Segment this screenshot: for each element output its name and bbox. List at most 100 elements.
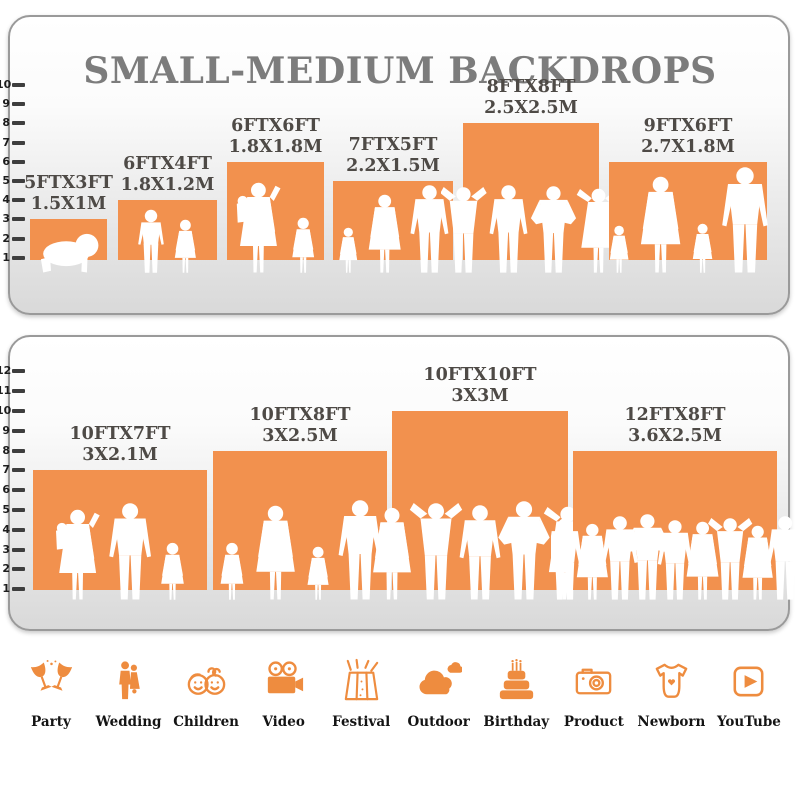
- size-meters-text: 3.6X2.5M: [628, 426, 722, 446]
- y-axis-tick-label: 8: [2, 116, 10, 130]
- category-label: Outdoor: [407, 714, 470, 730]
- category-label: Wedding: [95, 714, 162, 730]
- outdoor-clouds-icon: [419, 662, 463, 695]
- y-axis-tick-label: 10: [0, 78, 12, 91]
- y-axis-tick: [12, 547, 25, 552]
- y-axis-tick-label: 2: [2, 231, 10, 245]
- size-meters-text: 1.8X1.8M: [228, 137, 323, 157]
- size-feet-text: 5FTX3FT: [24, 173, 113, 193]
- y-axis-tick: [12, 83, 25, 87]
- backdrop-size-label: 6FTX6FT 1.8X1.8M: [229, 116, 323, 158]
- category-row: Party Wedding Children Video Festival Outdoor…: [14, 658, 786, 730]
- category-party: Party: [14, 658, 88, 730]
- people-silhouettes: [56, 503, 184, 600]
- y-axis-tick-label: 4: [2, 522, 10, 536]
- y-axis-tick: [12, 179, 25, 183]
- backdrop-size-label: 12FTX8FT 3.6X2.5M: [624, 405, 725, 447]
- y-axis-tick: [12, 121, 25, 126]
- y-axis-tick-label: 4: [2, 193, 10, 207]
- product-camera-icon: [576, 668, 612, 695]
- y-axis-tick: [12, 409, 25, 413]
- festival-gift-icon: [344, 658, 378, 701]
- category-wedding: Wedding: [92, 658, 166, 730]
- y-axis-tick: [12, 198, 25, 203]
- backdrop-size-label: 5FTX3FT 1.5X1M: [24, 173, 113, 215]
- size-meters-text: 2.7X1.8M: [641, 137, 735, 157]
- category-label: Product: [563, 714, 624, 730]
- people-silhouettes: [138, 209, 196, 273]
- newborn-onesie-icon: [655, 663, 688, 698]
- backdrop-size-label: 7FTX5FT 2.2X1.5M: [346, 135, 440, 177]
- y-axis-tick-label: 11: [0, 384, 12, 398]
- size-feet-text: 8FTX8FT: [486, 77, 576, 97]
- y-axis-tick-label: 12: [0, 364, 12, 378]
- y-axis-tick: [12, 448, 25, 453]
- y-axis-tick: [12, 488, 25, 493]
- y-axis-tick: [12, 508, 25, 512]
- y-axis-tick-label: 2: [2, 562, 10, 576]
- people-silhouettes: [339, 185, 449, 273]
- people-silhouettes: [236, 182, 315, 273]
- size-meters-text: 1.8X1.2M: [120, 175, 215, 195]
- y-axis-tick: [12, 217, 25, 222]
- youtube-play-icon: [733, 666, 764, 697]
- y-axis-tick: [12, 389, 25, 394]
- size-feet-text: 6FTX6FT: [231, 116, 320, 136]
- size-meters-text: 2.2X1.5M: [346, 156, 440, 176]
- size-feet-text: 6FTX4FT: [123, 154, 212, 174]
- size-meters-text: 3X2.1M: [82, 445, 158, 465]
- people-silhouettes: [551, 514, 799, 600]
- size-meters-text: 3X3M: [451, 386, 509, 406]
- backdrop-size-label: 6FTX4FT 1.8X1.2M: [121, 154, 215, 196]
- category-label: Video: [262, 714, 305, 730]
- y-axis-tick: [12, 369, 25, 374]
- people-silhouettes: [441, 185, 621, 273]
- y-axis-tick-label: 8: [2, 443, 10, 457]
- y-axis-tick-label: 1: [2, 250, 10, 264]
- y-axis-tick: [12, 527, 25, 532]
- size-feet-text: 7FTX5FT: [348, 135, 438, 155]
- category-birthday: Birthday: [479, 658, 553, 730]
- category-label: Festival: [332, 714, 391, 730]
- category-product: Product: [557, 658, 631, 730]
- y-axis-tick-label: 5: [2, 174, 10, 187]
- people-silhouettes: [40, 233, 99, 273]
- size-feet-text: 10FTX8FT: [249, 405, 351, 425]
- backdrop-size-label: 8FTX8FT 2.5X2.5M: [484, 77, 578, 119]
- category-outdoor: Outdoor: [402, 658, 476, 730]
- category-label: Birthday: [483, 714, 550, 730]
- y-axis-tick: [12, 428, 25, 433]
- category-newborn: Newborn: [634, 658, 708, 730]
- wedding-couple-icon: [119, 661, 140, 700]
- y-axis-tick: [12, 587, 25, 592]
- y-axis-tick-label: 7: [2, 463, 10, 477]
- size-meters-text: 3X2.5M: [262, 426, 338, 446]
- category-label: Party: [31, 714, 71, 730]
- size-feet-text: 10FTX7FT: [69, 424, 171, 444]
- y-axis-tick-label: 7: [2, 135, 10, 149]
- category-label: YouTube: [716, 714, 781, 730]
- y-axis-tick: [12, 468, 25, 473]
- y-axis-tick-label: 9: [2, 97, 10, 111]
- y-axis-tick-label: 3: [2, 212, 10, 226]
- category-video: Video: [247, 658, 321, 730]
- category-festival: Festival: [324, 658, 398, 730]
- category-youtube: YouTube: [712, 658, 786, 730]
- y-axis-tick: [12, 140, 25, 145]
- backdrop-size-label: 10FTX10FT 3X3M: [423, 365, 536, 407]
- people-silhouettes: [609, 167, 768, 273]
- people-silhouettes: [220, 500, 382, 600]
- y-axis-tick: [12, 159, 25, 164]
- size-meters-text: 1.5X1M: [30, 194, 107, 214]
- y-axis-tick-label: 10: [0, 404, 12, 417]
- y-axis-tick: [12, 102, 25, 107]
- backdrop-size-label: 10FTX7FT 3X2.1M: [69, 424, 170, 466]
- party-glasses-icon: [30, 659, 72, 691]
- category-children: Children: [169, 658, 243, 730]
- y-axis-tick-label: 6: [2, 154, 10, 168]
- backdrop-bar-10ftx10ft: [392, 411, 568, 590]
- birthday-cake-icon: [499, 658, 533, 700]
- size-meters-text: 2.5X2.5M: [484, 98, 578, 118]
- category-label: Children: [173, 714, 239, 730]
